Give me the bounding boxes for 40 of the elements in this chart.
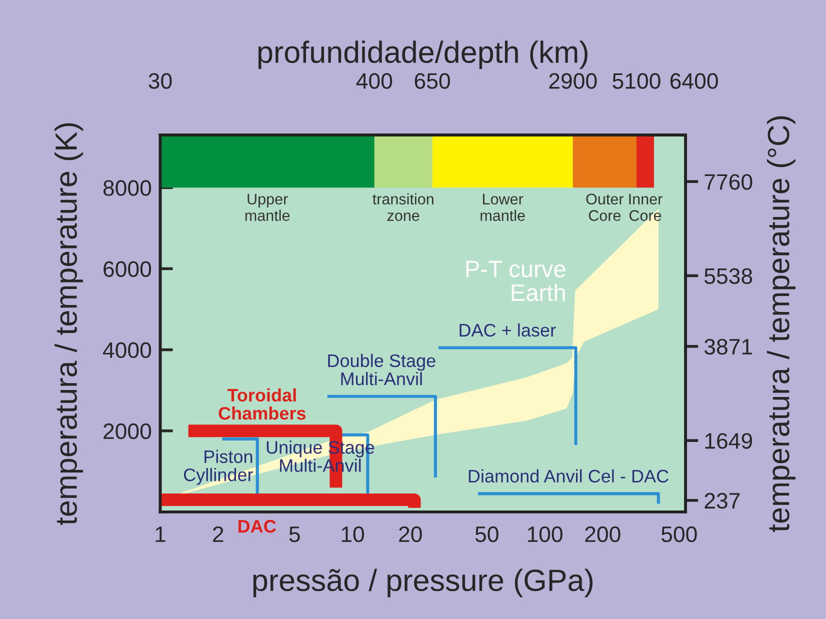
series-label: Piston Cyllinder — [184, 450, 253, 485]
annotation: 5100 — [612, 73, 660, 89]
x-tick-label: 2 — [213, 526, 224, 542]
y2-tick-label: 1649 — [705, 433, 752, 449]
x-tick-label: 20 — [399, 526, 422, 542]
y-tick-label: 2000 — [104, 423, 152, 440]
series-label: Toroidal Chambers — [218, 388, 306, 420]
x-tick-label: 10 — [342, 526, 364, 542]
band-label: Lower mantle — [480, 194, 525, 221]
x-tick-label: 50 — [475, 526, 498, 542]
series-label: Diamond Anvil Cel - DAC — [468, 469, 668, 483]
chart-title: profundidade/depth (km) — [258, 40, 588, 70]
y-tick-label: 8000 — [103, 180, 152, 196]
annotation: 30 — [148, 73, 172, 89]
annotation: 2900 — [549, 73, 597, 89]
y2-axis-title: temperatura / temperature (°C) — [766, 116, 796, 532]
y2-tick-label: 237 — [704, 492, 740, 509]
series-label: Double Stage Multi-Anvil — [328, 354, 436, 386]
x-tick-label: 1 — [156, 526, 166, 542]
x-tick-label: 100 — [528, 526, 562, 542]
annotation: 650 — [414, 73, 450, 89]
band-label: Inner Core — [629, 194, 662, 221]
y-tick-label: 6000 — [104, 261, 152, 277]
x-axis-title: pressão / pressure (GPa) — [253, 568, 593, 598]
x-tick-label: 200 — [585, 526, 620, 542]
y-axis-title: temperatura / temperature (K) — [54, 123, 84, 526]
band-label: Upper mantle — [245, 194, 290, 221]
band-label: transition zone — [372, 193, 434, 221]
x-tick-label: 500 — [662, 526, 697, 542]
series-label: P-T curve Earth — [466, 260, 566, 302]
y2-tick-label: 7760 — [704, 174, 752, 190]
series-label: DAC — [238, 520, 276, 533]
band-label: Outer Core — [586, 194, 624, 221]
series-label: DAC + laser — [460, 323, 556, 337]
y2-tick-label: 3871 — [704, 338, 752, 355]
annotation: 6400 — [670, 73, 718, 89]
y2-tick-label: 5538 — [704, 268, 752, 284]
y-tick-label: 4000 — [102, 342, 152, 358]
x-tick-label: 5 — [289, 526, 300, 542]
annotation: 400 — [356, 73, 392, 89]
